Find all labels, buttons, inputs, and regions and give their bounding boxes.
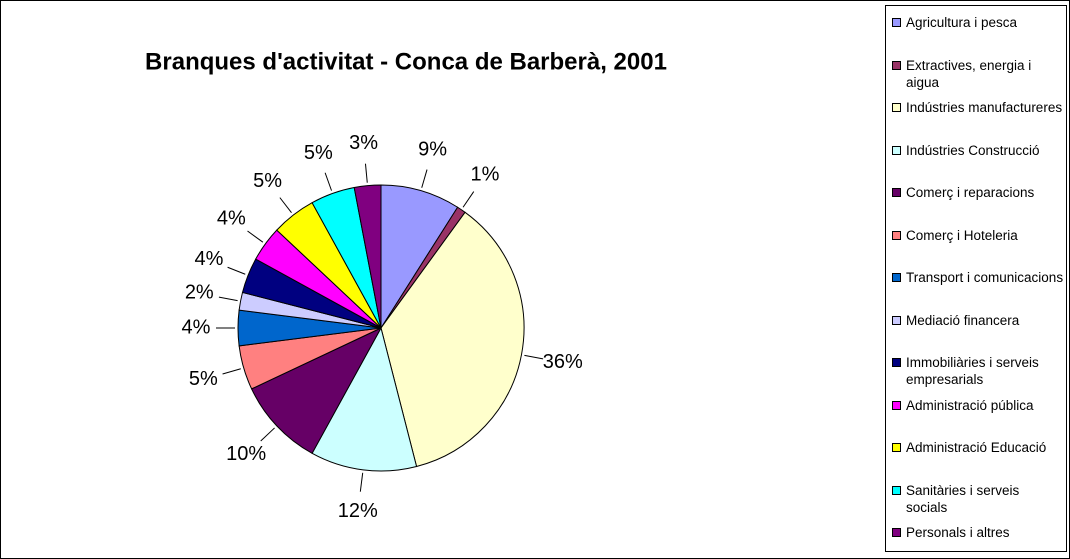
legend-swatch	[892, 528, 901, 537]
legend-swatch	[892, 400, 901, 410]
legend-swatch	[892, 230, 901, 240]
legend-label: Immobiliàries i serveis empresarials	[906, 355, 1039, 387]
pie-slice	[380, 211, 525, 468]
legend-swatch	[892, 358, 901, 367]
legend-item: Sanitàries i serveis socials	[892, 482, 1064, 516]
legend-label: Personals i altres	[906, 525, 1010, 540]
data-label: 5%	[304, 142, 333, 164]
legend-item: Comerç i Hoteleria	[892, 227, 1064, 244]
data-label: 2%	[185, 282, 214, 304]
legend-swatch	[892, 60, 901, 70]
data-label: 3%	[349, 132, 378, 154]
legend-item: Extractives, energia i aigua	[892, 57, 1064, 91]
pie-slice	[311, 326, 418, 472]
legend-swatch	[892, 315, 901, 325]
legend-item: Comerç i reparacions	[892, 184, 1064, 201]
pie-slice	[250, 326, 383, 454]
legend-label: Comerç i reparacions	[906, 185, 1035, 200]
legend-swatch	[892, 18, 901, 27]
leader-line	[222, 368, 241, 375]
legend-swatch	[892, 103, 901, 112]
legend: Agricultura i pesca Extractives, energia …	[885, 5, 1067, 552]
data-label: 10%	[226, 443, 266, 465]
legend-label: Administració pública	[906, 397, 1034, 413]
legend-label: Transport i comunicacions	[906, 270, 1064, 285]
leader-line	[218, 296, 238, 302]
data-label: 4%	[195, 248, 224, 270]
legend-item: Transport i comunicacions	[892, 269, 1064, 286]
leader-line	[421, 169, 428, 188]
data-label: 12%	[338, 500, 378, 522]
legend-swatch	[892, 188, 901, 197]
legend-item: Immobiliàries i serveis empresarials	[892, 354, 1064, 388]
legend-item: Indústries manufactureres	[892, 99, 1064, 116]
data-label: 36%	[543, 351, 583, 373]
leader-line	[247, 230, 264, 243]
legend-label: Mediació financera	[906, 312, 1020, 328]
legend-swatch	[892, 273, 901, 282]
legend-label: Sanitàries i serveis socials	[906, 482, 1020, 515]
leader-line	[279, 197, 292, 213]
legend-swatch	[892, 485, 901, 495]
legend-item: Indústries Construcció	[892, 142, 1064, 159]
leader-line	[227, 266, 246, 275]
pie-slice	[380, 184, 459, 330]
data-label: 5%	[189, 368, 218, 390]
plot: Branques d'activitat - Conca de Barberà,…	[145, 48, 667, 522]
legend-swatch	[892, 145, 901, 155]
data-label: 1%	[471, 163, 500, 185]
legend-label: Administració Educació	[906, 440, 1047, 455]
chart-title: Branques d'activitat - Conca de Barberà,…	[145, 48, 667, 75]
legend-swatch	[892, 443, 901, 452]
pie-slice	[353, 184, 382, 329]
legend-label: Indústries Construcció	[906, 142, 1040, 158]
legend-label: Indústries manufactureres	[906, 100, 1063, 115]
leader-line	[324, 172, 333, 191]
legend-item: Agricultura i pesca	[892, 14, 1064, 31]
leader-line	[524, 354, 544, 360]
leader-line	[364, 163, 368, 183]
data-label: 5%	[253, 170, 282, 192]
legend-label: Agricultura i pesca	[906, 15, 1018, 30]
data-label: 9%	[418, 139, 447, 161]
legend-item: Personals i altres	[892, 524, 1064, 541]
leader-line	[462, 191, 475, 208]
legend-item: Mediació financera	[892, 312, 1064, 329]
leader-line	[260, 427, 275, 442]
data-label: 4%	[217, 208, 246, 230]
legend-item: Administració Educació	[892, 439, 1064, 456]
data-label: 4%	[182, 316, 211, 338]
leader-line	[359, 472, 364, 492]
legend-item: Administració pública	[892, 397, 1064, 414]
legend-label: Extractives, energia i aigua	[906, 57, 1032, 90]
legend-label: Comerç i Hoteleria	[906, 227, 1018, 243]
